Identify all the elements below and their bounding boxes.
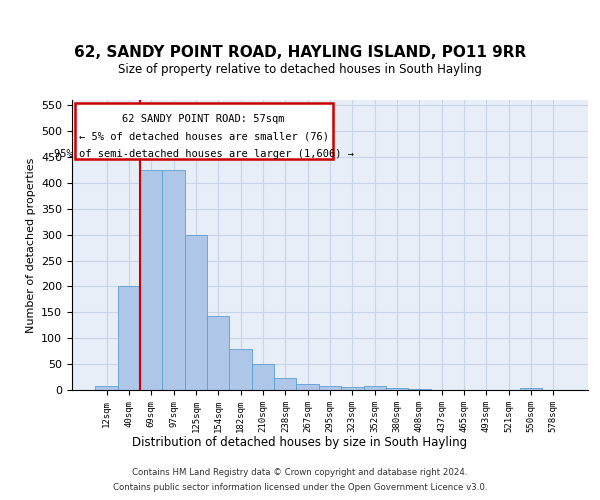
Text: 62 SANDY POINT ROAD: 57sqm: 62 SANDY POINT ROAD: 57sqm (122, 114, 285, 124)
Bar (408, 389, 431, 390)
Bar (274, 378, 296, 390)
Bar (140, 170, 163, 390)
Bar (163, 170, 185, 390)
Bar (296, 384, 319, 390)
Bar (520, 388, 542, 390)
Bar (95, 386, 118, 390)
Bar (252, 364, 274, 390)
Y-axis label: Number of detached properties: Number of detached properties (26, 158, 35, 332)
Text: Contains HM Land Registry data © Crown copyright and database right 2024.: Contains HM Land Registry data © Crown c… (132, 468, 468, 477)
Bar (319, 386, 341, 390)
Text: 95% of semi-detached houses are larger (1,606) →: 95% of semi-detached houses are larger (… (53, 149, 353, 159)
Text: Distribution of detached houses by size in South Hayling: Distribution of detached houses by size … (133, 436, 467, 449)
Bar (341, 387, 364, 390)
Bar (386, 388, 408, 390)
Text: Contains public sector information licensed under the Open Government Licence v3: Contains public sector information licen… (113, 483, 487, 492)
Text: ← 5% of detached houses are smaller (76): ← 5% of detached houses are smaller (76) (79, 132, 329, 142)
Bar (207, 316, 229, 390)
Bar (229, 348, 252, 390)
Text: 62, SANDY POINT ROAD, HAYLING ISLAND, PO11 9RR: 62, SANDY POINT ROAD, HAYLING ISLAND, PO… (74, 45, 526, 60)
Bar (185, 234, 207, 390)
Text: Size of property relative to detached houses in South Hayling: Size of property relative to detached ho… (118, 62, 482, 76)
Bar (364, 386, 386, 390)
FancyBboxPatch shape (74, 103, 332, 160)
Bar (118, 286, 140, 390)
